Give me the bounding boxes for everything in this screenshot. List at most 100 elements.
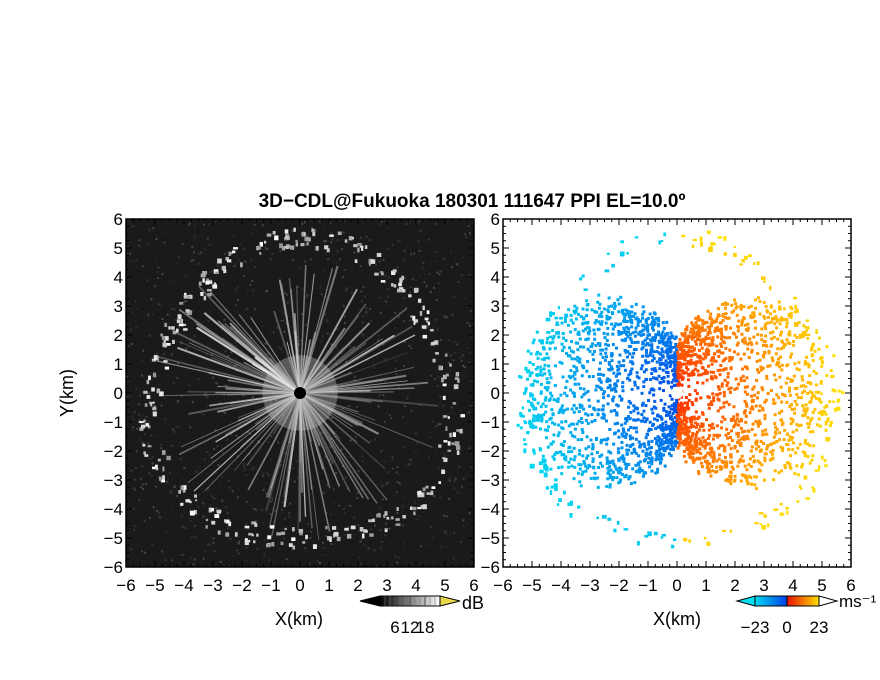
ring-echo	[733, 252, 737, 257]
velocity-echo	[641, 341, 645, 345]
velocity-echo	[709, 323, 713, 327]
reflectivity-colorbar-under-arrow	[359, 595, 381, 607]
noise-speckle	[432, 420, 435, 423]
velocity-echo	[536, 380, 540, 384]
velocity-echo	[598, 377, 602, 381]
velocity-echo	[739, 479, 743, 483]
velocity-echo	[615, 468, 619, 472]
velocity-echo	[763, 432, 767, 436]
noise-speckle	[212, 376, 215, 379]
velocity-echo	[670, 418, 674, 422]
velocity-echo	[763, 456, 767, 460]
velocity-echo	[664, 344, 668, 348]
noise-speckle	[193, 233, 196, 236]
velocity-echo	[676, 351, 680, 355]
velocity-echo	[729, 447, 733, 451]
noise-speckle	[379, 529, 382, 532]
velocity-echo	[633, 340, 637, 344]
noise-speckle	[338, 443, 341, 446]
velocity-echo	[578, 403, 582, 407]
velocity-echo	[727, 478, 731, 482]
velocity-echo	[733, 298, 737, 302]
noise-speckle	[169, 490, 172, 493]
velocity-echo	[632, 348, 636, 352]
noise-speckle	[176, 425, 179, 428]
ring-echo	[456, 445, 461, 450]
noise-speckle	[182, 513, 185, 516]
noise-speckle	[253, 223, 256, 226]
velocity-echo	[728, 359, 732, 363]
noise-speckle	[434, 318, 437, 321]
noise-speckle	[141, 261, 144, 264]
velocity-echo	[712, 396, 716, 400]
ring-echo	[604, 269, 610, 273]
velocity-echo	[653, 417, 657, 421]
noise-speckle	[409, 425, 412, 428]
velocity-echo	[608, 427, 612, 431]
velocity-echo	[595, 384, 599, 388]
noise-speckle	[157, 480, 160, 483]
velocity-echo	[778, 322, 782, 326]
noise-speckle	[428, 272, 431, 275]
noise-speckle	[281, 350, 284, 353]
velocity-echo	[608, 485, 612, 489]
velocity-echo	[726, 436, 730, 440]
noise-speckle	[452, 284, 455, 287]
ring-echo	[214, 514, 220, 519]
velocity-echo	[621, 434, 625, 438]
velocity-echo	[550, 408, 554, 412]
noise-speckle	[181, 553, 184, 556]
velocity-echo	[798, 442, 802, 446]
noise-speckle	[287, 376, 290, 379]
velocity-echo	[617, 302, 621, 306]
noise-speckle	[190, 535, 193, 538]
noise-speckle	[206, 372, 209, 375]
noise-speckle	[196, 548, 199, 551]
velocity-echo	[623, 434, 627, 438]
velocity-echo	[750, 348, 754, 352]
velocity-echo	[664, 413, 668, 417]
noise-speckle	[458, 326, 461, 329]
velocity-echo	[722, 448, 726, 452]
velocity-echo	[625, 452, 629, 456]
noise-speckle	[236, 363, 239, 366]
noise-speckle	[362, 221, 365, 224]
noise-speckle	[398, 482, 401, 485]
ring-echo	[189, 510, 195, 516]
ring-echo	[231, 250, 236, 254]
noise-speckle	[403, 405, 406, 408]
noise-speckle	[317, 474, 320, 477]
velocity-echo	[708, 328, 712, 332]
velocity-echo	[814, 372, 818, 376]
velocity-echo	[787, 448, 791, 452]
colorbar-tick-label: 18	[416, 618, 435, 637]
noise-speckle	[282, 501, 285, 504]
noise-speckle	[270, 400, 273, 403]
velocity-echo	[680, 383, 684, 387]
noise-speckle	[450, 406, 453, 409]
velocity-echo	[613, 383, 617, 387]
velocity-echo	[667, 452, 671, 456]
noise-speckle	[446, 371, 449, 374]
velocity-echo	[564, 320, 568, 324]
velocity-echo	[751, 422, 755, 426]
noise-speckle	[356, 406, 359, 409]
velocity-echo	[617, 429, 621, 433]
noise-speckle	[186, 273, 189, 276]
ring-echo	[258, 245, 262, 250]
ring-echo	[166, 455, 171, 461]
velocity-echo	[735, 313, 739, 317]
velocity-echo	[684, 340, 688, 344]
velocity-echo	[715, 433, 719, 437]
ring-echo	[818, 464, 821, 470]
velocity-echo	[561, 411, 565, 415]
velocity-echo	[656, 345, 660, 349]
velocity-echo	[790, 437, 794, 441]
noise-speckle	[269, 402, 272, 405]
ring-echo	[143, 390, 148, 394]
velocity-echo	[626, 376, 630, 380]
noise-speckle	[277, 346, 280, 349]
velocity-echo	[560, 404, 564, 408]
velocity-echo	[751, 455, 755, 459]
noise-speckle	[427, 543, 430, 546]
